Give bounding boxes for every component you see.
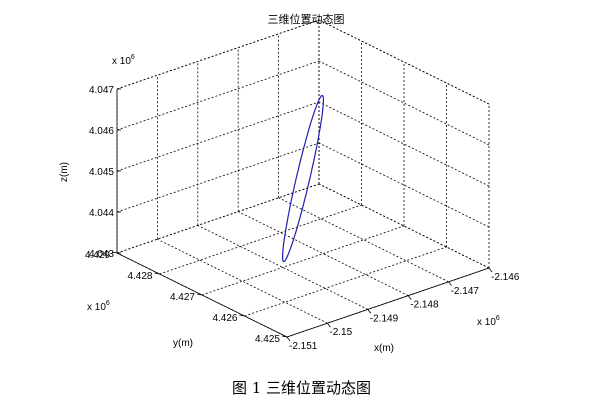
x-axis-label: x(m) <box>374 343 394 354</box>
x-tick-label: -2.147 <box>451 286 480 297</box>
z-axis-exponent: x 106 <box>112 54 135 67</box>
chart-grid <box>116 19 490 338</box>
z-tick-label: 4.046 <box>89 126 114 137</box>
x-tick-mark <box>327 322 331 328</box>
figure-caption: 图 1 三维位置动态图 <box>231 379 372 397</box>
grid-line <box>116 60 320 131</box>
grid-line <box>116 19 320 90</box>
x-tick-label: -2.148 <box>410 300 439 311</box>
x-tick-mark <box>488 267 493 273</box>
z-tick-label: 4.043 <box>89 249 114 260</box>
grid-line <box>157 238 328 324</box>
y-tick-label: 4.429 <box>85 250 110 261</box>
z-tick-label: 4.045 <box>89 167 114 178</box>
grid-line <box>116 142 320 213</box>
z-tick-label: 4.044 <box>89 208 114 219</box>
y-tick-label: 4.427 <box>170 292 195 303</box>
x-tick-mark <box>367 309 372 314</box>
series-trajectory-line <box>282 94 324 263</box>
y-tick-label: 4.425 <box>255 334 280 345</box>
chart-axes <box>111 88 493 342</box>
y-tick-mark <box>154 272 160 275</box>
grid-line <box>201 225 405 296</box>
grid-line <box>159 204 362 275</box>
x-tick-label: -2.149 <box>370 313 399 324</box>
grid-line <box>278 197 449 283</box>
y-axis-exponent: x 106 <box>87 300 110 313</box>
x-axis-line <box>286 267 490 338</box>
x-axis-exponent: x 106 <box>477 315 500 328</box>
chart-tick-labels: -2.151 -2.15 -2.149 -2.148 -2.147 -2.146 4.425… <box>85 85 520 352</box>
z-axis-label: z(m) <box>59 162 70 182</box>
grid-line <box>244 246 447 317</box>
chart-title: 三维位置动态图 <box>268 12 345 26</box>
y-tick-mark <box>281 335 288 338</box>
x-tick-mark <box>407 295 412 300</box>
z-tick-label: 4.047 <box>89 85 114 96</box>
y-tick-label: 4.426 <box>212 313 237 324</box>
grid-line <box>116 183 320 254</box>
y-tick-mark <box>239 314 245 317</box>
x-tick-label: -2.15 <box>329 327 352 338</box>
x-tick-label: -2.151 <box>289 341 318 352</box>
y-tick-label: 4.428 <box>127 271 152 282</box>
y-tick-mark <box>111 251 118 254</box>
grid-line <box>116 101 320 172</box>
y-tick-mark <box>196 293 203 296</box>
y-axis-label: y(m) <box>173 338 193 349</box>
x-tick-label: -2.146 <box>491 272 520 283</box>
x-tick-mark <box>286 336 291 342</box>
chart-plot: -2.151 -2.15 -2.149 -2.148 -2.147 -2.146 4.425… <box>59 12 520 354</box>
x-tick-mark <box>448 281 452 287</box>
